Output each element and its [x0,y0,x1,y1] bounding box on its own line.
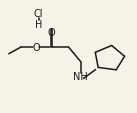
Text: NH: NH [73,72,88,82]
Text: H: H [35,20,42,30]
Text: O: O [47,28,55,38]
Text: Cl: Cl [34,9,43,19]
Text: O: O [32,43,40,53]
